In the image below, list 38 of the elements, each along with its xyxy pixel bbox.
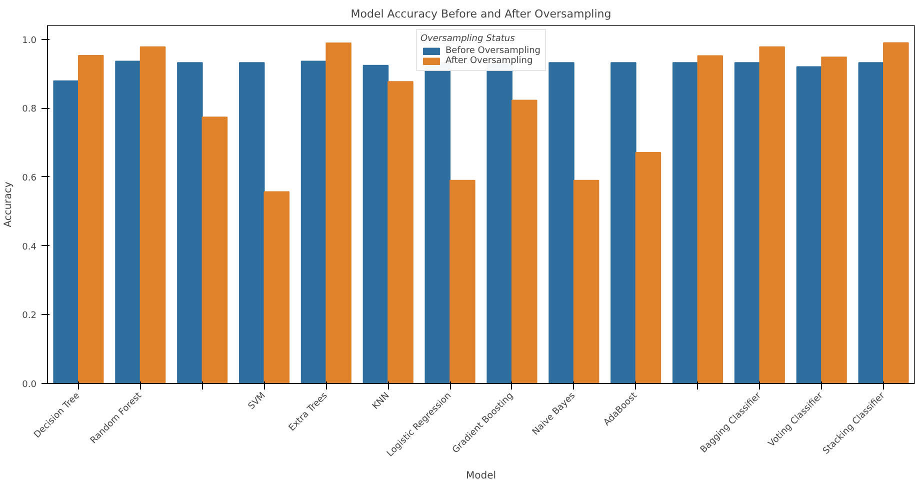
bar (610, 62, 636, 384)
bar (672, 62, 698, 384)
legend-title: Oversampling Status (420, 34, 516, 44)
y-tick-label: 1.0 (22, 36, 37, 46)
y-tick-label: 0.4 (22, 242, 37, 252)
y-tick-label: 0.6 (22, 173, 37, 184)
bar (450, 180, 476, 384)
bar (362, 64, 389, 384)
bar (115, 60, 141, 384)
legend-label: After Oversampling (445, 56, 533, 66)
bar (388, 81, 414, 384)
chart-title: Model Accuracy Before and After Oversampling (350, 8, 612, 20)
y-tick-label: 0.0 (22, 380, 37, 390)
bar (53, 80, 79, 384)
bar (734, 62, 760, 384)
bar (326, 42, 352, 384)
bar (759, 46, 785, 384)
bar (573, 180, 600, 384)
bar (858, 62, 884, 384)
bar (78, 54, 104, 384)
y-axis-title: Accuracy (3, 182, 14, 228)
bar (264, 191, 290, 384)
y-tick-label: 0.2 (22, 311, 37, 322)
bar (511, 100, 538, 384)
bar (177, 62, 203, 384)
bar (202, 116, 228, 384)
bar (883, 42, 909, 384)
bar (238, 62, 265, 384)
bar (548, 62, 574, 384)
bar (697, 55, 724, 384)
bar (796, 66, 822, 384)
bar (140, 46, 166, 384)
y-tick-label: 0.8 (22, 104, 37, 115)
legend-label: Before Oversampling (445, 46, 541, 56)
bar (635, 152, 662, 384)
bar (300, 60, 327, 384)
x-axis-title: Model (466, 470, 496, 482)
bar (821, 56, 847, 384)
